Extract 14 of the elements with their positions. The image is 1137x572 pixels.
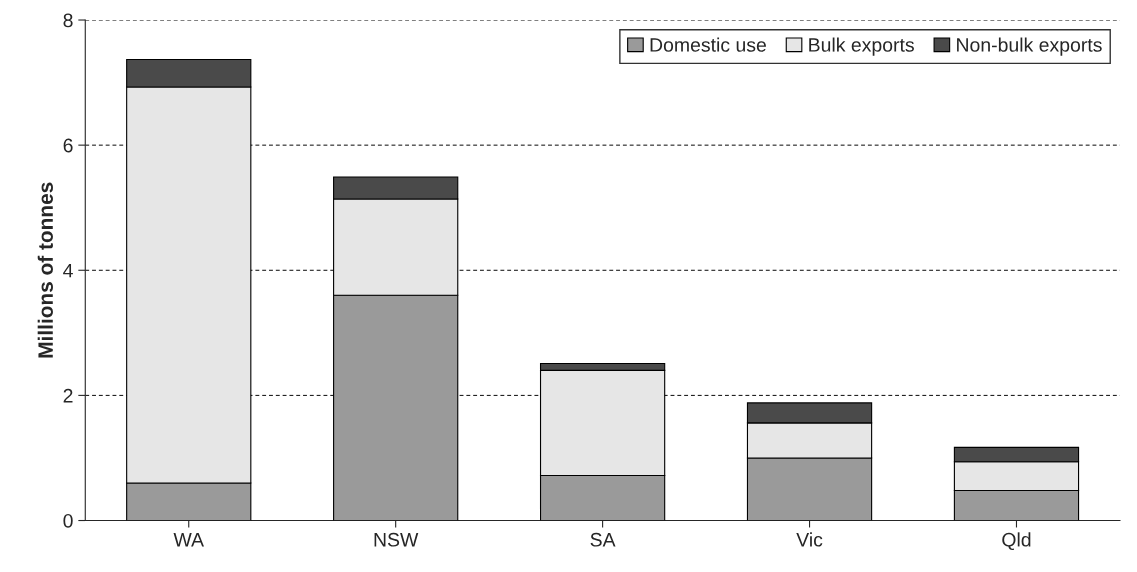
y-tick-label: 6 <box>63 138 73 153</box>
y-tick-label: 2 <box>63 388 73 403</box>
x-tick-label: Qld <box>1002 532 1031 551</box>
x-tick-label: SA <box>590 532 616 547</box>
x-tick-label: NSW <box>374 532 419 547</box>
legend-label: Bulk exports <box>809 37 914 56</box>
y-tick-label: 4 <box>63 263 73 278</box>
x-tick-label: Vic <box>796 532 823 547</box>
y-axis-title: Millions of tonnes <box>37 182 53 358</box>
legend-label: Domestic use <box>650 37 766 52</box>
y-tick-label: 8 <box>63 13 73 28</box>
y-tick-label: 0 <box>63 513 73 528</box>
legend-label: Non-bulk exports <box>957 37 1102 56</box>
x-tick-label: WA <box>173 533 204 547</box>
